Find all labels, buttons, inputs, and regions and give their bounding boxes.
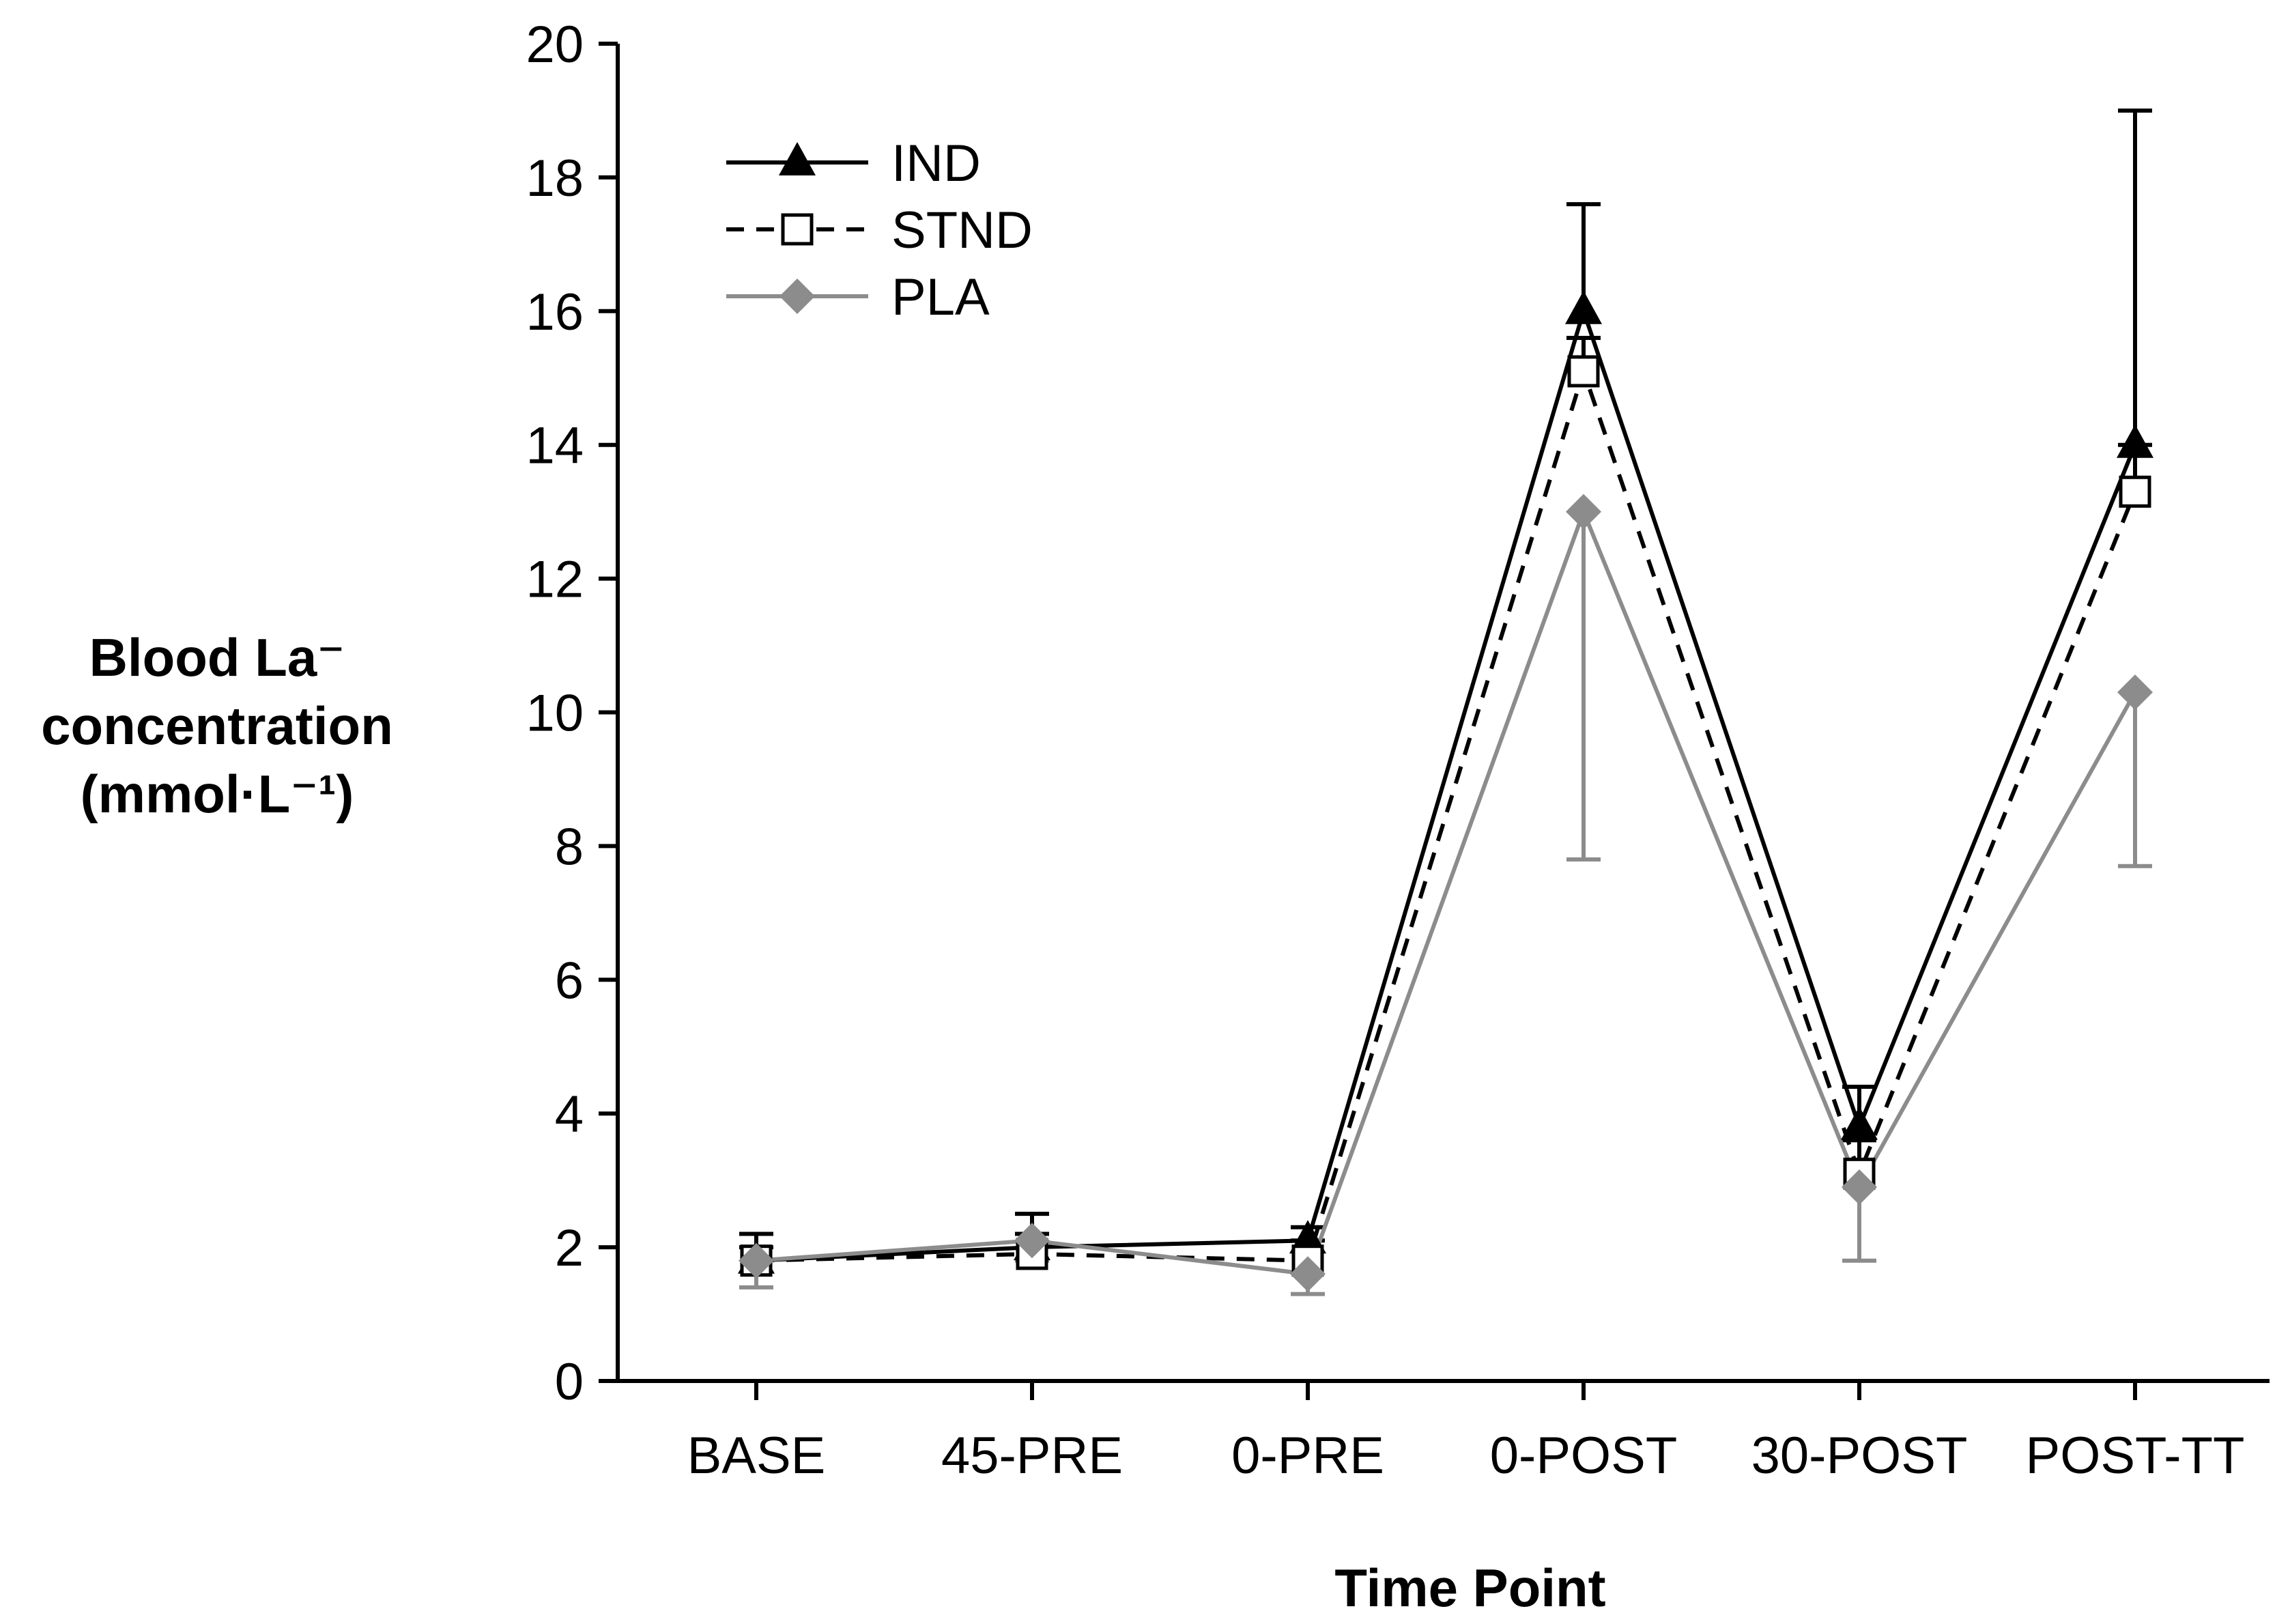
pla-line — [756, 506, 2137, 1277]
x-tick-label: 0-PRE — [1231, 1427, 1384, 1485]
legend-pla-marker — [779, 279, 815, 314]
y-axis-title-line: Blood La⁻ — [89, 627, 345, 687]
y-tick-label: 12 — [526, 551, 584, 609]
y-tick-label: 14 — [526, 417, 584, 475]
x-tick-label: 30-POST — [1751, 1427, 1968, 1485]
y-tick-label: 18 — [526, 149, 584, 208]
axes: 0 2 4 6 8 10 12 14 16 18 20 BASE 45-PRE 0-PRE 0-POST 30… — [526, 16, 2270, 1485]
legend-pla-label: PLA — [891, 268, 990, 326]
series-markers — [738, 290, 2153, 1292]
legend-ind-label: IND — [891, 134, 981, 193]
pla-marker — [2117, 674, 2153, 711]
pla-marker — [1014, 1223, 1050, 1259]
x-tick-label: POST-TT — [2026, 1427, 2245, 1485]
series-lines — [756, 304, 2137, 1277]
x-axis-title: Time Point — [1334, 1558, 1605, 1618]
pla-marker — [1290, 1256, 1326, 1292]
y-axis-title-line: (mmol·L⁻¹) — [81, 764, 354, 824]
ind-marker — [1565, 290, 1602, 324]
y-axis-title-line: concentration — [41, 696, 393, 756]
x-tick-label: BASE — [687, 1427, 826, 1485]
legend: IND STND PLA — [726, 134, 1033, 326]
legend-stnd-label: STND — [891, 201, 1033, 259]
y-axis-title: Blood La⁻ concentration (mmol·L⁻¹) — [41, 627, 393, 824]
ind-line — [756, 304, 2137, 1263]
legend-stnd-marker — [781, 213, 814, 246]
x-tick-label: 0-POST — [1490, 1427, 1678, 1485]
x-tick-label: 45-PRE — [941, 1427, 1123, 1485]
y-tick-label: 4 — [555, 1085, 584, 1143]
legend-ind-marker — [779, 142, 816, 175]
ind-marker — [2117, 424, 2153, 458]
pla-marker — [1842, 1169, 1877, 1205]
y-tick-label: 20 — [526, 16, 584, 74]
ind-marker — [1841, 1106, 1878, 1140]
y-tick-label: 6 — [555, 952, 584, 1010]
stnd-line — [756, 365, 2137, 1263]
stnd-marker — [2119, 475, 2151, 508]
pla-marker — [739, 1242, 774, 1279]
pla-marker — [1566, 494, 1601, 530]
y-tick-label: 8 — [555, 818, 584, 876]
y-tick-label: 10 — [526, 685, 584, 743]
y-tick-label: 0 — [555, 1353, 584, 1411]
y-tick-label: 2 — [555, 1219, 584, 1277]
y-tick-label: 16 — [526, 283, 584, 341]
stnd-marker — [1567, 355, 1600, 388]
